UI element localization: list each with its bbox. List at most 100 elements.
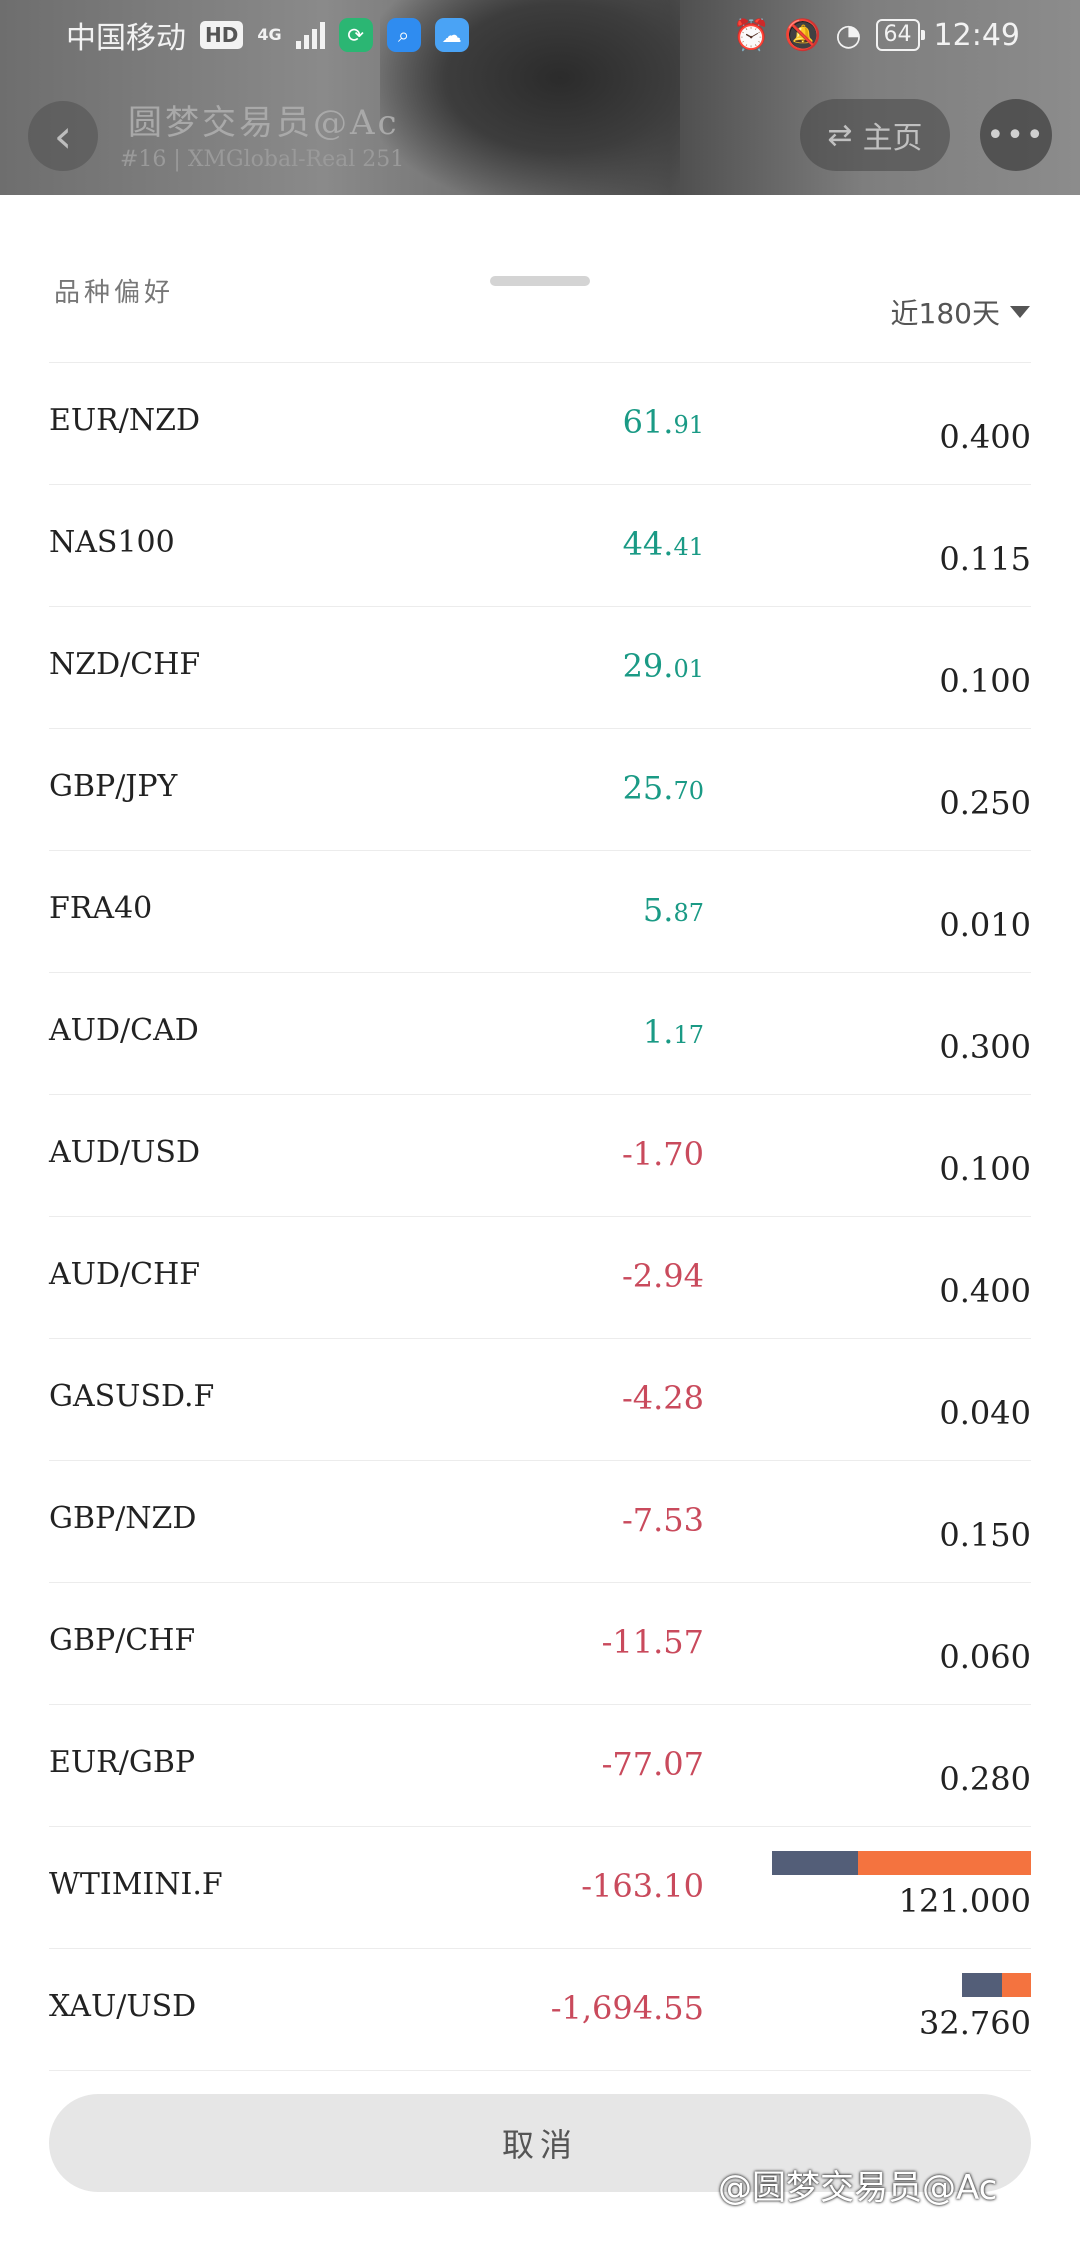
status-right: ⏰ 🔕 ◔ 64 12:49: [733, 18, 1020, 53]
profit-decimal: 87: [673, 899, 704, 927]
profit-value: -7.53: [622, 1501, 704, 1539]
profit-decimal: 91: [673, 411, 704, 439]
symbol-row[interactable]: NAS100 44.41 0.115: [49, 485, 1031, 607]
symbol-row[interactable]: GBP/NZD -7.53 0.150: [49, 1461, 1031, 1583]
symbol-name: AUD/CAD: [49, 1013, 199, 1048]
symbol-row[interactable]: XAU/USD -1,694.55 32.760: [49, 1949, 1031, 2071]
symbol-row[interactable]: EUR/NZD 61.91 0.400: [49, 363, 1031, 485]
volume-value: 0.400: [939, 1272, 1031, 1310]
volume-bar: [772, 1851, 1031, 1875]
speed-icon: ◔: [835, 17, 862, 53]
profit-decimal: 01: [673, 655, 704, 683]
symbol-list: EUR/NZD 61.91 0.400 NAS100 44.41 0.115 NZD/CHF…: [49, 362, 1031, 2071]
volume-value: 0.300: [939, 1028, 1031, 1066]
profit-integer: -2.94: [621, 1257, 704, 1295]
profit-value: 61.91: [623, 403, 704, 441]
home-button-label: 主页: [862, 121, 923, 156]
profit-decimal: 17: [673, 1021, 704, 1049]
symbol-name: AUD/CHF: [49, 1257, 201, 1292]
profile-cover-photo: [380, 0, 680, 195]
clock: 12:49: [933, 17, 1020, 53]
switch-icon: ⇄: [827, 117, 853, 153]
alarm-icon: ⏰: [732, 17, 770, 53]
more-icon: •••: [986, 117, 1046, 153]
symbol-name: GBP/NZD: [49, 1501, 197, 1536]
symbol-row[interactable]: FRA40 5.87 0.010: [49, 851, 1031, 973]
caret-down-icon: [1010, 306, 1030, 318]
back-button[interactable]: ‹: [28, 101, 98, 171]
profit-decimal: 41: [673, 533, 704, 561]
volume-value: 0.100: [939, 1150, 1031, 1188]
buy-volume-segment: [962, 1973, 1002, 1997]
symbol-row[interactable]: AUD/CHF -2.94 0.400: [49, 1217, 1031, 1339]
volume-value: 0.250: [939, 784, 1031, 822]
profit-value: -77.07: [602, 1745, 704, 1783]
status-bar: 中国移动 HD 4G ⟳ ⌕ ☁ ⏰ 🔕 ◔ 64 12:49: [0, 0, 1080, 70]
profit-integer: 44.: [622, 525, 674, 563]
profit-value: -1,694.55: [551, 1989, 704, 2027]
cloud-icon: ☁: [434, 18, 469, 52]
status-left: 中国移动 HD 4G ⟳ ⌕ ☁: [66, 13, 469, 57]
signal-icon: [295, 21, 325, 49]
volume-value: 0.400: [939, 418, 1031, 456]
symbol-name: NAS100: [49, 525, 175, 560]
profit-value: -2.94: [622, 1257, 704, 1295]
symbol-row[interactable]: GBP/CHF -11.57 0.060: [49, 1583, 1031, 1705]
hd-badge: HD: [200, 21, 244, 49]
volume-value: 0.040: [939, 1394, 1031, 1432]
profit-value: -1.70: [622, 1135, 704, 1173]
symbol-preference-sheet: 品种偏好 近180天 EUR/NZD 61.91 0.400 NAS100 44.41 0…: [0, 220, 1080, 2244]
profit-value: 25.70: [623, 769, 704, 807]
symbol-row[interactable]: NZD/CHF 29.01 0.100: [49, 607, 1031, 729]
home-button[interactable]: ⇄ 主页: [800, 99, 950, 171]
symbol-row[interactable]: GBP/JPY 25.70 0.250: [49, 729, 1031, 851]
profit-integer: -11.57: [601, 1623, 704, 1661]
volume-value: 0.100: [939, 662, 1031, 700]
profit-value: 29.01: [623, 647, 704, 685]
trader-name: 圆梦交易员@Ac: [128, 103, 400, 143]
symbol-row[interactable]: AUD/USD -1.70 0.100: [49, 1095, 1031, 1217]
period-label: 近180天: [890, 297, 1000, 330]
network-type: 4G: [257, 25, 282, 44]
symbol-row[interactable]: GASUSD.F -4.28 0.040: [49, 1339, 1031, 1461]
volume-value: 0.150: [939, 1516, 1031, 1554]
cancel-button[interactable]: 取消: [49, 2094, 1031, 2192]
profit-integer: -163.10: [581, 1867, 704, 1905]
symbol-name: AUD/USD: [49, 1135, 200, 1170]
symbol-name: EUR/GBP: [49, 1745, 196, 1780]
mute-icon: 🔕: [783, 17, 822, 53]
volume-bar: [962, 1973, 1031, 1997]
symbol-row[interactable]: WTIMINI.F -163.10 121.000: [49, 1827, 1031, 1949]
symbol-name: XAU/USD: [49, 1989, 197, 2024]
more-button[interactable]: •••: [980, 99, 1052, 171]
symbol-name: GBP/JPY: [49, 769, 178, 804]
symbol-row[interactable]: AUD/CAD 1.17 0.300: [49, 973, 1031, 1095]
profit-value: 1.17: [643, 1013, 704, 1051]
chevron-left-icon: ‹: [53, 109, 73, 163]
profit-value: -11.57: [602, 1623, 704, 1661]
profit-integer: -1.70: [621, 1135, 704, 1173]
symbol-row[interactable]: EUR/GBP -77.07 0.280: [49, 1705, 1031, 1827]
profit-integer: 5.: [642, 891, 674, 929]
profit-value: 5.87: [643, 891, 704, 929]
profit-integer: 1.: [642, 1013, 674, 1051]
profit-value: -163.10: [581, 1867, 704, 1905]
symbol-name: FRA40: [49, 891, 153, 926]
watermark: @圆梦交易员@Ac: [718, 2168, 998, 2208]
profit-integer: 61.: [622, 403, 674, 441]
profit-integer: -1,694.55: [550, 1989, 704, 2027]
search-app-icon: ⌕: [386, 18, 421, 52]
cancel-button-label: 取消: [501, 2126, 578, 2164]
period-selector[interactable]: 近180天: [891, 292, 1030, 332]
sell-volume-segment: [858, 1851, 1031, 1875]
profit-integer: -4.28: [621, 1379, 704, 1417]
drag-handle[interactable]: [490, 276, 590, 286]
volume-value: 0.060: [939, 1638, 1031, 1676]
profile-nav: ‹ 圆梦交易员@Ac #16 | XMGlobal-Real 251 ⇄ 主页 …: [0, 95, 1080, 185]
app-notification-icon: ⟳: [338, 18, 373, 52]
volume-value: 121.000: [898, 1882, 1031, 1920]
profit-value: 44.41: [623, 525, 704, 563]
account-info: #16 | XMGlobal-Real 251: [120, 147, 405, 172]
profit-decimal: 70: [673, 777, 704, 805]
symbol-name: GASUSD.F: [49, 1379, 215, 1414]
